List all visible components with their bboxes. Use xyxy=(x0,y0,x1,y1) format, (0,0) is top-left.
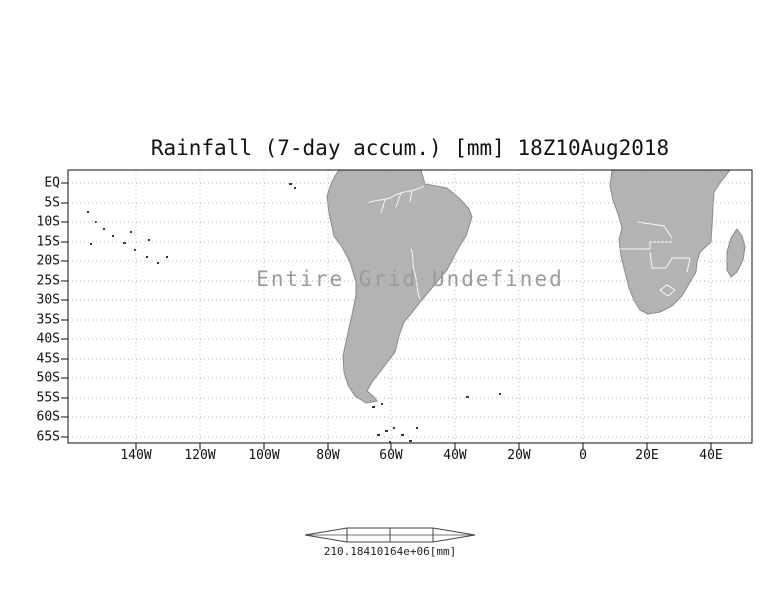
south-america-landmass xyxy=(326,169,473,404)
x-tick-label-40e: 40E xyxy=(699,448,723,463)
x-tick-label-40w: 40W xyxy=(443,448,467,463)
plot-border xyxy=(67,169,753,444)
x-tick-label-0: 0 xyxy=(579,448,587,463)
y-tick-label-45s: 45S xyxy=(36,351,60,367)
x-tick-label-80w: 80W xyxy=(316,448,340,463)
y-tick-label-50s: 50S xyxy=(36,370,60,386)
colorbar xyxy=(304,527,476,543)
y-tick-label-55s: 55S xyxy=(36,390,60,406)
x-tick-label-140w: 140W xyxy=(120,448,152,463)
x-tick-label-60w: 60W xyxy=(379,448,403,463)
chart-title: Rainfall (7-day accum.) [mm] 18Z10Aug201… xyxy=(150,136,670,160)
y-tick-label-40s: 40S xyxy=(36,331,60,347)
madagascar-island xyxy=(726,228,746,278)
x-tick-label-20e: 20E xyxy=(635,448,659,463)
grid-undefined-message: Entire Grid Undefined xyxy=(256,267,564,291)
y-tick-label-30s: 30S xyxy=(36,292,60,308)
y-tick-label-25s: 25S xyxy=(36,273,60,289)
y-tick-label-eq: EQ xyxy=(44,175,60,191)
y-tick-label-60s: 60S xyxy=(36,409,60,425)
axis-tick-marks xyxy=(61,182,712,450)
gridlines xyxy=(68,170,752,443)
y-tick-label-65s: 65S xyxy=(36,429,60,445)
island-specks xyxy=(87,183,501,443)
y-tick-label-5s: 5S xyxy=(44,195,60,211)
y-tick-label-35s: 35S xyxy=(36,312,60,328)
y-tick-label-20s: 20S xyxy=(36,253,60,269)
x-tick-label-20w: 20W xyxy=(507,448,531,463)
colorbar-label: 210.18410164e+06[mm] xyxy=(323,545,457,558)
x-tick-label-120w: 120W xyxy=(184,448,216,463)
x-tick-label-100w: 100W xyxy=(248,448,280,463)
y-tick-label-10s: 10S xyxy=(36,214,60,230)
y-tick-label-15s: 15S xyxy=(36,234,60,250)
